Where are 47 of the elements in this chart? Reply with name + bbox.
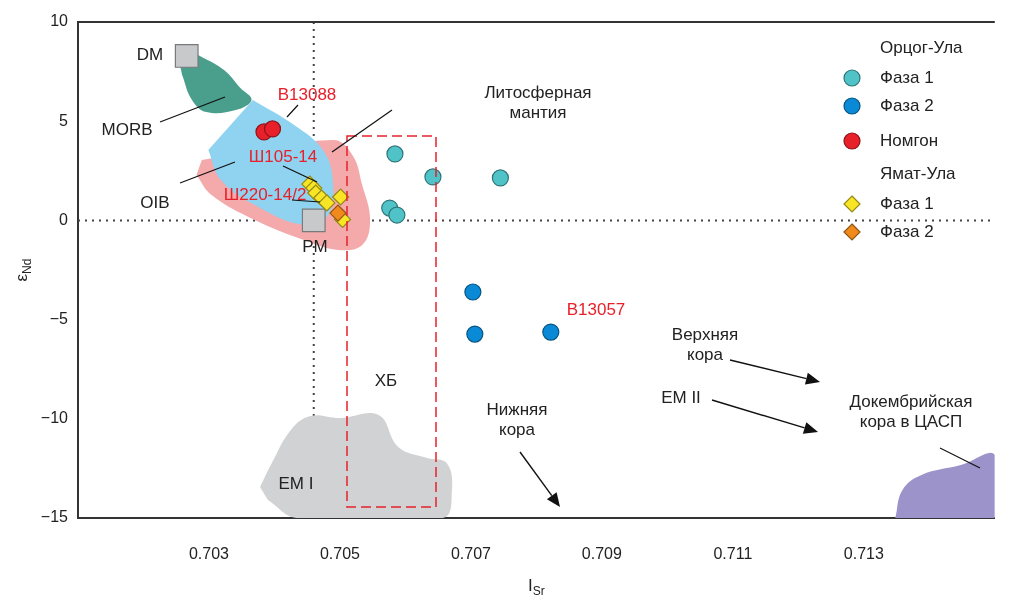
- annotation: ХБ: [374, 370, 398, 390]
- x-tick-label: 0.711: [713, 545, 753, 563]
- point: [466, 325, 484, 343]
- annotation: Нижняя кора: [486, 399, 548, 439]
- legend-label: Фаза 1: [880, 193, 934, 213]
- y-tick-label: −5: [49, 310, 69, 328]
- point: [491, 169, 509, 187]
- point: [464, 283, 482, 301]
- x-tick-label: 0.705: [319, 545, 361, 563]
- point: [174, 44, 199, 68]
- x-tick-label: 0.703: [188, 545, 230, 563]
- y-tick-label: −10: [40, 409, 69, 427]
- legend-label: Фаза 1: [880, 67, 934, 87]
- y-tick-label: 5: [59, 111, 69, 129]
- annotation: Литосферная мантия: [484, 82, 592, 122]
- point: [329, 204, 347, 222]
- y-tick-label: 10: [50, 12, 69, 30]
- legend-label: Номгон: [880, 130, 939, 150]
- point: [332, 188, 350, 206]
- annotation: Ш220-14/2: [223, 184, 307, 204]
- annotation: EM II: [661, 387, 701, 407]
- point: [388, 206, 406, 224]
- legend-label: Фаза 2: [880, 95, 934, 115]
- annotation: B13057: [566, 299, 626, 319]
- point: [318, 194, 336, 212]
- point: [542, 323, 560, 341]
- x-tick-label: 0.713: [843, 545, 884, 563]
- annotation: PM: [302, 236, 328, 256]
- annotation: Орцог-Ула: [880, 37, 964, 57]
- annotation: Верхняя кора: [671, 324, 739, 364]
- y-axis-title: εNd: [11, 258, 35, 282]
- point: [386, 145, 404, 163]
- x-tick-label: 0.709: [581, 545, 622, 563]
- annotation: Докембрийская кора в ЦАСП: [849, 391, 973, 431]
- annotation: MORB: [101, 119, 153, 139]
- y-tick-label: −15: [40, 508, 69, 526]
- annotation: OIB: [140, 192, 170, 212]
- point: [301, 208, 326, 233]
- annotation: EM I: [278, 473, 314, 493]
- point: [263, 120, 282, 138]
- annotation: DM: [136, 44, 164, 64]
- x-tick-label: 0.707: [450, 545, 492, 563]
- annotation: B13088: [277, 84, 337, 104]
- y-tick-label: 0: [59, 210, 69, 228]
- annotation: Ямат-Ула: [880, 163, 957, 183]
- legend-label: Фаза 2: [880, 221, 934, 241]
- annotation: Ш105-14: [248, 146, 318, 166]
